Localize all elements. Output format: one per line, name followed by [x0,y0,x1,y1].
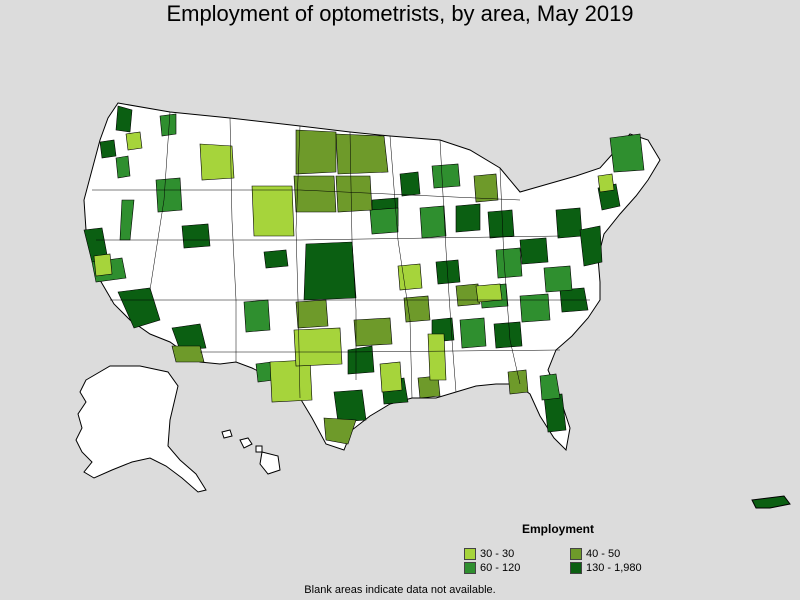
legend-swatch-medium-green [464,562,476,574]
legend-swatch-light-green [464,548,476,560]
puerto-rico-outline [751,495,791,509]
footnote: Blank areas indicate data not available. [304,584,496,596]
legend-label: 130 - 1,980 [586,562,642,574]
area-boundary-lines [92,111,590,399]
legend-swatch-olive [570,548,582,560]
legend-label: 40 - 50 [586,548,621,560]
legend-label: 60 - 120 [480,562,521,574]
legend-item-60-120: 60 - 120 [464,562,520,574]
map-legend: Employment 30 - 30 40 - 50 60 - 120 130 … [462,520,662,580]
hawaii-islands [221,429,281,475]
map-title: Employment of optometrists, by area, May… [166,1,634,26]
legend-item-130-1980: 130 - 1,980 [570,562,642,574]
legend-item-30-30: 30 - 30 [464,548,514,560]
legend-swatch-dark-green [570,562,582,574]
shaded-areas [83,105,645,445]
legend-label: 30 - 30 [480,548,515,560]
legend-item-40-50: 40 - 50 [570,548,620,560]
legend-title: Employment [522,522,595,536]
alaska-outline [75,365,207,493]
